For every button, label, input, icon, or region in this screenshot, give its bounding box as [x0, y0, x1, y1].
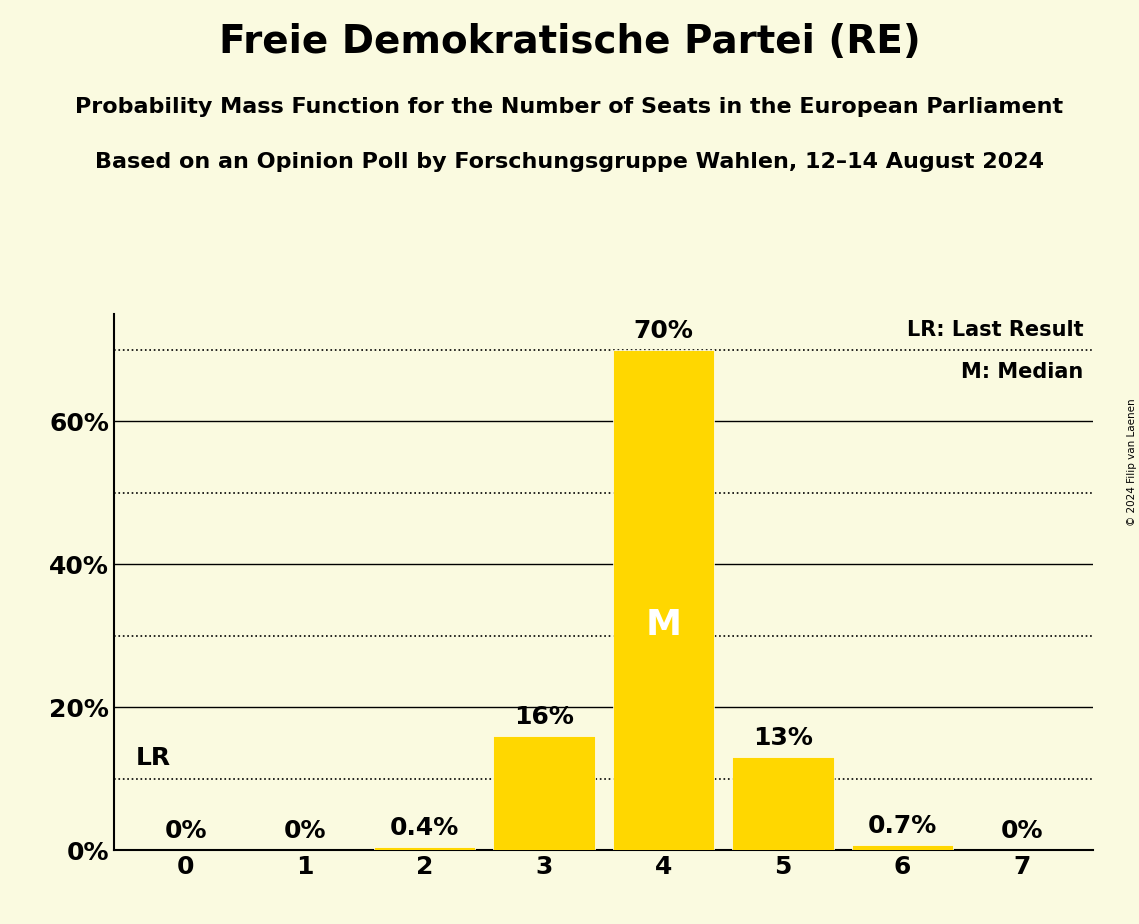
Text: 0%: 0% [164, 819, 207, 843]
Text: 13%: 13% [753, 726, 813, 750]
Bar [852, 845, 953, 850]
Text: © 2024 Filip van Laenen: © 2024 Filip van Laenen [1126, 398, 1137, 526]
Text: Freie Demokratische Partei (RE): Freie Demokratische Partei (RE) [219, 23, 920, 61]
Text: LR: LR [136, 746, 171, 770]
Bar [613, 350, 714, 850]
Bar [493, 736, 595, 850]
Text: 0.4%: 0.4% [390, 816, 459, 840]
Text: 0.7%: 0.7% [868, 814, 937, 838]
Bar [732, 757, 834, 850]
Text: M: M [646, 608, 681, 642]
Text: LR: Last Result: LR: Last Result [907, 320, 1083, 339]
Text: 70%: 70% [633, 319, 694, 343]
Text: 16%: 16% [514, 705, 574, 729]
Bar [374, 847, 475, 850]
Text: 0%: 0% [1000, 819, 1043, 843]
Text: Based on an Opinion Poll by Forschungsgruppe Wahlen, 12–14 August 2024: Based on an Opinion Poll by Forschungsgr… [95, 152, 1044, 173]
Text: M: Median: M: Median [961, 362, 1083, 383]
Text: Probability Mass Function for the Number of Seats in the European Parliament: Probability Mass Function for the Number… [75, 97, 1064, 117]
Text: 0%: 0% [284, 819, 326, 843]
